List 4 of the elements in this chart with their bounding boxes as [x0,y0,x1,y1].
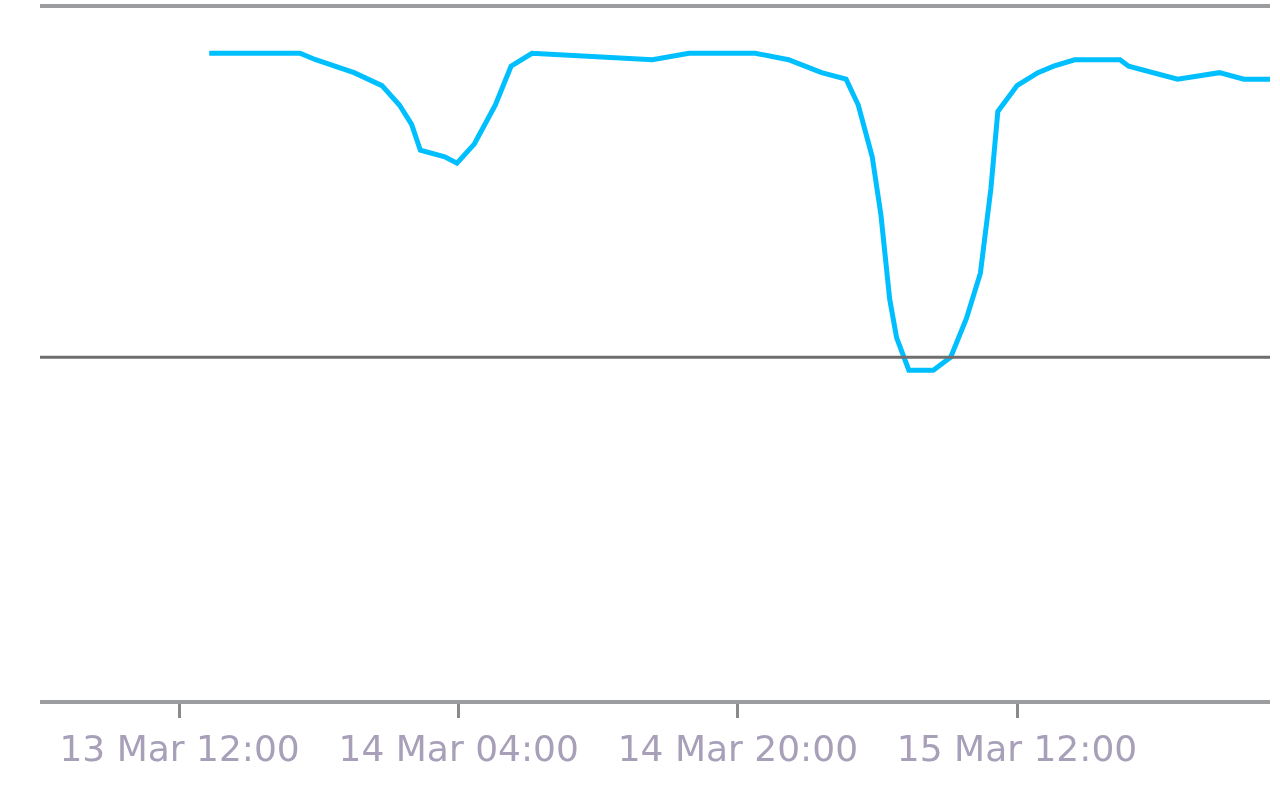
x-tick-label: 14 Mar 04:00 [338,728,579,770]
x-tick-label: 15 Mar 12:00 [896,728,1138,770]
x-tick-label: 13 Mar 12:00 [59,728,300,770]
x-tick-label: 14 Mar 20:00 [617,728,859,770]
